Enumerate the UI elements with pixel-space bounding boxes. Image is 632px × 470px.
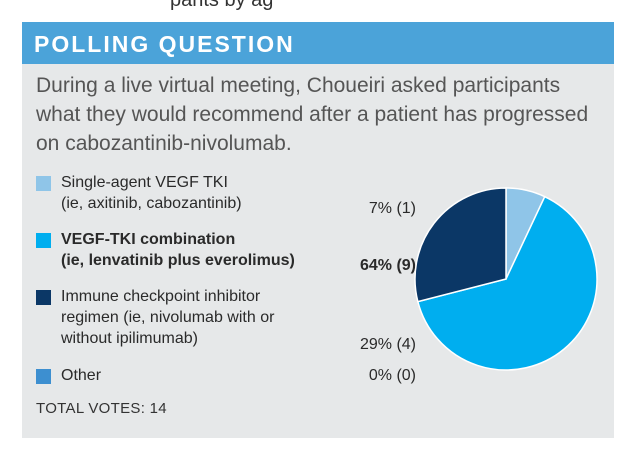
previous-text-fragment: pants by ag [170, 0, 274, 11]
legend-swatch-single-agent [36, 176, 51, 191]
legend-swatch-immune-checkpoint [36, 290, 51, 305]
legend-value-single-agent: 7% (1) [368, 200, 416, 217]
legend-label-other: Other [61, 367, 102, 384]
legend-swatch-other [36, 369, 51, 384]
polling-card: POLLING QUESTION During a live virtual m… [22, 22, 614, 438]
legend-value-vegf-combination: 64% (9) [359, 257, 416, 274]
pie-slice-immune-checkpoint [414, 187, 507, 303]
total-votes: TOTAL VOTES: 14 [36, 400, 167, 417]
legend-label-immune-checkpoint: Immune checkpoint inhibitor regimen (ie,… [61, 288, 275, 347]
polling-header: POLLING QUESTION [22, 22, 614, 64]
pie-chart [414, 187, 598, 371]
legend-value-other: 0% (0) [368, 367, 416, 384]
pie-slice-vegf-combination [416, 195, 598, 371]
legend-label-vegf-combination: VEGF-TKI combination (ie, lenvatinib plu… [61, 231, 295, 269]
legend-value-immune-checkpoint: 29% (4) [359, 336, 416, 353]
polling-question-text: During a live virtual meeting, Choueiri … [36, 74, 589, 155]
legend-label-single-agent: Single-agent VEGF TKI (ie, axitinib, cab… [61, 174, 242, 212]
legend-swatch-vegf-combination [36, 233, 51, 248]
